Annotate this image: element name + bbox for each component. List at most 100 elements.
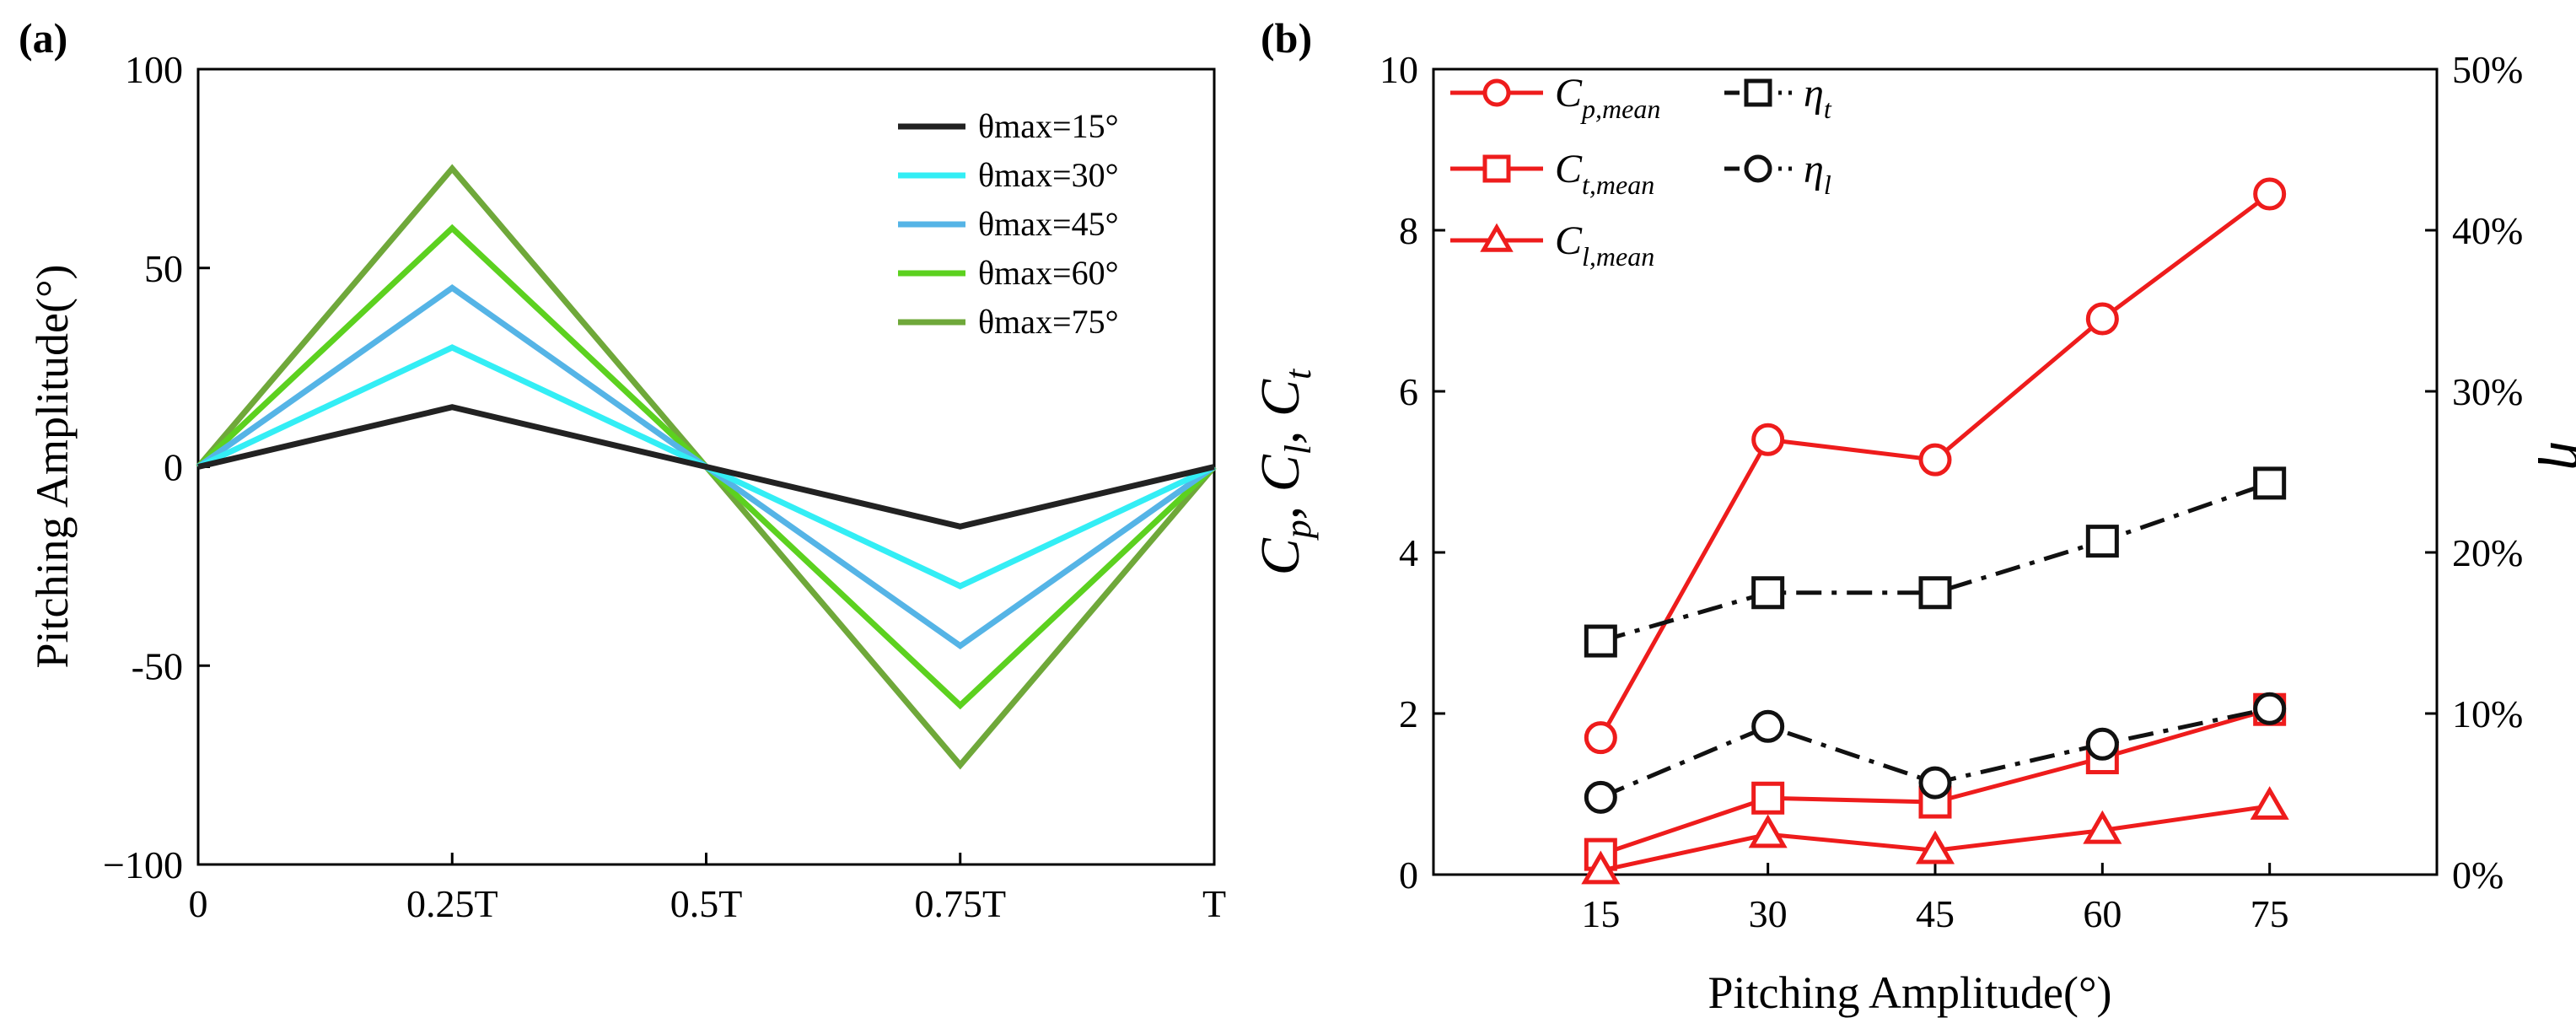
panel-b-y2-tick-label: 10% — [2452, 692, 2523, 735]
panel-b-y-tick-label: 6 — [1399, 370, 1418, 413]
panel-b-legend-marker — [1482, 154, 1511, 183]
panel-b-x-axis-title: Pitching Amplitude(°) — [1707, 967, 2111, 1018]
panel-b-series — [1581, 177, 2289, 885]
panel-a-x-tick-label: 0.75T — [914, 882, 1006, 925]
panel-a-y-tick-label: 100 — [125, 48, 183, 91]
panel-b-legend-label: ηl — [1804, 147, 1831, 200]
panel-b-y-label-part: l — [1277, 444, 1319, 455]
panel-b-data-point — [2083, 810, 2122, 844]
panel-b-data-point — [1748, 814, 1788, 848]
panel-b-right-y-ticks: 0% 10% 20% 30% 40% 50% — [2425, 48, 2523, 897]
panel-b-data-point — [2253, 692, 2287, 725]
panel-b-left-y-ticks: 0 2 4 6 8 10 — [1379, 48, 1445, 897]
panel-b-legend-symbol: C — [1555, 218, 1583, 263]
panel-b-y2-tick-label: 50% — [2452, 48, 2523, 91]
panel-a-tag: (a) — [19, 14, 67, 62]
panel-b-y-label-part: , — [1250, 417, 1311, 444]
panel-b-data-point — [1751, 709, 1785, 743]
panel-b-y-label-part: , — [1250, 492, 1311, 520]
panel-b-data-point — [1751, 423, 1785, 456]
panel-b-legend-label: ηt — [1804, 71, 1832, 124]
panel-b-legend-symbol: η — [1804, 71, 1824, 116]
panel-a-y-tick-label: 50 — [144, 247, 183, 290]
panel-b-y2-tick-label: 0% — [2452, 854, 2503, 897]
panel-b-y-tick-label: 0 — [1399, 854, 1418, 897]
panel-b-y-tick-label: 8 — [1399, 209, 1418, 252]
panel-b-y-tick-label: 10 — [1379, 48, 1418, 91]
panel-b-y-label-part: t — [1277, 368, 1319, 380]
panel-b-legend-symbol: η — [1804, 147, 1824, 191]
panel-b-data-point — [1584, 624, 1617, 658]
panel-a-x-tick-label: T — [1202, 882, 1226, 925]
panel-a-x-tick-label: 0.5T — [670, 882, 743, 925]
panel-a: (a) 100 50 0 -50 −100 0 0.25T 0.5T 0.75T T θmax=… — [19, 14, 1226, 925]
panel-b-data-point — [1918, 766, 1952, 800]
panel-b-data-point — [2250, 786, 2289, 820]
panel-b-legend-subscript: l — [1824, 170, 1831, 200]
panel-b-legend-subscript: l,mean — [1582, 241, 1654, 272]
panel-b-x-tick-label: 15 — [1581, 892, 1620, 935]
panel-b-x-ticks: 15 30 45 60 75 — [1581, 863, 2289, 935]
panel-b-data-point — [1918, 443, 1952, 477]
panel-a-y-ticks: 100 50 0 -50 −100 — [103, 48, 210, 886]
panel-b-legend-marker — [1744, 154, 1772, 183]
panel-b-tag: (b) — [1261, 14, 1312, 62]
panel-a-legend-label: θmax=15° — [978, 107, 1119, 145]
panel-b-data-point — [2253, 177, 2287, 211]
panel-b-x-tick-label: 45 — [1916, 892, 1955, 935]
panel-a-x-ticks: 0 0.25T 0.5T 0.75T T — [189, 853, 1226, 925]
panel-b-data-point — [2085, 302, 2119, 336]
panel-b-y-tick-label: 2 — [1399, 692, 1418, 735]
panel-b-y-label-part: C — [1250, 454, 1311, 492]
panel-b-y-label-part: C — [1250, 537, 1311, 575]
panel-a-legend-label: θmax=60° — [978, 254, 1119, 292]
panel-a-y-axis-title: Pitching Amplitude(°) — [27, 264, 78, 668]
panel-b-y2-tick-label: 20% — [2452, 531, 2523, 574]
panel-b-x-tick-label: 75 — [2251, 892, 2289, 935]
panel-b-data-point — [2085, 525, 2119, 558]
panel-a-x-tick-label: 0 — [189, 882, 208, 925]
panel-b-legend-symbol: C — [1555, 147, 1583, 191]
panel-a-legend: θmax=15° θmax=30° θmax=45° θmax=60° θmax=75° — [898, 107, 1119, 341]
panel-b-data-point — [1584, 721, 1617, 755]
panel-b-y2-axis-title: η — [2537, 441, 2576, 471]
panel-a-legend-label: θmax=45° — [978, 205, 1119, 243]
panel-a-y-tick-label: −100 — [103, 843, 183, 886]
panel-a-x-tick-label: 0.25T — [406, 882, 498, 925]
panel-b-y2-tick-label: 40% — [2452, 209, 2523, 252]
panel-b-y-axis-title: Cp, Cl, Ct — [1250, 368, 1319, 575]
panel-b-data-point — [2085, 727, 2119, 761]
panel-b-legend-marker — [1480, 223, 1514, 252]
panel-b-legend-marker — [1744, 78, 1772, 107]
panel-b-legend-marker — [1482, 78, 1511, 107]
panel-b-data-point — [1915, 830, 1955, 864]
panel-b: (b) 0 2 4 6 8 10 0% 10% 20% 30% 40% 50% 15 30 45 60 75… — [1250, 14, 2576, 1018]
panel-b-legend-label: Cl,mean — [1555, 218, 1654, 272]
panel-b-y-tick-label: 4 — [1399, 531, 1418, 574]
panel-b-y-label-part: C — [1250, 379, 1311, 417]
panel-b-data-point — [1918, 576, 1952, 610]
panel-a-legend-label: θmax=30° — [978, 156, 1119, 194]
panel-b-y2-tick-label: 30% — [2452, 370, 2523, 413]
panel-a-series-line — [197, 404, 1215, 530]
panel-b-data-point — [1751, 781, 1785, 815]
panel-b-data-point — [1751, 576, 1785, 610]
panel-a-y-tick-label: -50 — [132, 644, 183, 687]
panel-b-y-label-part: p — [1277, 520, 1319, 541]
panel-a-y-tick-label: 0 — [164, 446, 183, 489]
panel-b-legend-subscript: t — [1824, 94, 1832, 124]
panel-b-x-tick-label: 60 — [2083, 892, 2122, 935]
panel-a-series — [196, 164, 1217, 770]
panel-b-x-tick-label: 30 — [1749, 892, 1788, 935]
panel-b-data-point — [2253, 466, 2287, 500]
panel-b-legend-subscript: p,mean — [1580, 94, 1660, 124]
panel-b-data-point — [1581, 850, 1621, 885]
panel-a-legend-label: θmax=75° — [978, 303, 1119, 341]
panel-b-legend-label: Cp,mean — [1555, 71, 1660, 124]
panel-b-legend-label: Ct,mean — [1555, 147, 1654, 200]
panel-b-legend-subscript: t,mean — [1582, 170, 1654, 200]
panel-b-data-point — [1584, 780, 1617, 814]
panel-b-legend-symbol: C — [1555, 71, 1583, 116]
